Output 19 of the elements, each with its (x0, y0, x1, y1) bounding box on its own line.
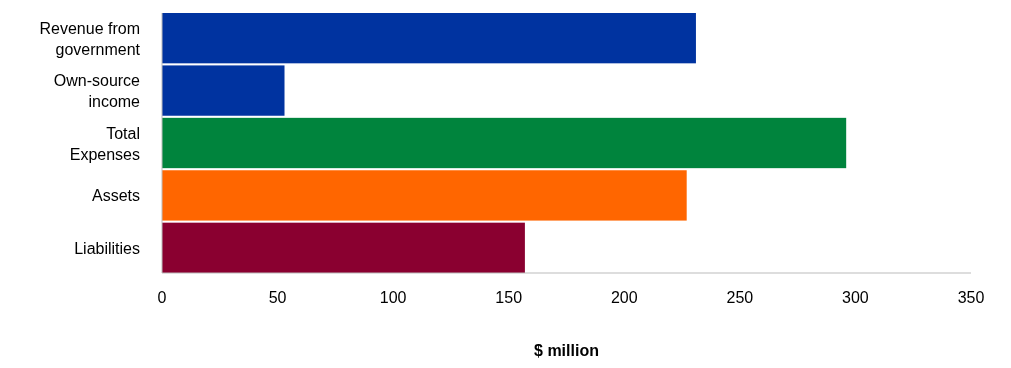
bar (162, 13, 696, 64)
x-tick-label: 200 (610, 289, 638, 306)
x-tick-label: 150 (495, 289, 523, 306)
bar (162, 117, 847, 169)
bar (162, 170, 687, 221)
y-tick-label: Assets (91, 187, 140, 205)
y-tick-label: Liabilities (74, 239, 140, 257)
x-tick-label: 350 (957, 289, 985, 306)
x-tick-label: 50 (268, 289, 287, 306)
x-axis-title: $ million (534, 342, 599, 359)
x-tick-label: 100 (379, 289, 407, 306)
x-tick-label: 250 (726, 289, 754, 306)
bar (162, 222, 525, 273)
x-tick-label: 300 (842, 289, 869, 306)
y-tick-label: Own-source income (53, 72, 141, 111)
x-tick-label: 0 (157, 289, 167, 306)
y-tick-label: Revenue from government (39, 19, 141, 58)
bar (162, 65, 285, 116)
y-tick-label: Total Expenses (69, 124, 140, 163)
